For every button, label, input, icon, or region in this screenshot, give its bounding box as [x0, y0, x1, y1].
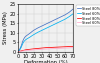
Steel 60%  direct.: [0,1]: (30, 1.25): [0,1]: (30, 1.25): [41, 49, 42, 50]
Line: Steel 60%  direct.: [0,1]: Steel 60% direct.: [0,1]: [18, 48, 73, 52]
Steel 60%  direct.: [0,1]: (4, 0.2): [0,1]: (4, 0.2): [20, 51, 22, 52]
Steel 80%  direct.: [1,1]: (70, 22.5): [1,1]: (70, 22.5): [72, 9, 74, 10]
Steel 80%  direct.: [1,1]: (0, 0): [1,1]: (0, 0): [17, 51, 19, 52]
Steel 60%  direct.: [0,1]: (40, 1.5): [0,1]: (40, 1.5): [49, 48, 50, 49]
Steel 60%  direct.: [1,1]: (25, 10.2): [1,1]: (25, 10.2): [37, 32, 38, 33]
Steel 60%  direct.: [0,1]: (45, 1.6): [0,1]: (45, 1.6): [53, 48, 54, 49]
Steel 80%  direct.: [0,1]: (5, 0.5): [0,1]: (5, 0.5): [21, 50, 22, 51]
Steel 60%  direct.: [1,1]: (20, 9): [1,1]: (20, 9): [33, 34, 34, 35]
Steel 80%  direct.: [1,1]: (45, 16.5): [1,1]: (45, 16.5): [53, 20, 54, 21]
Steel 80%  direct.: [1,1]: (1, 0.5): [1,1]: (1, 0.5): [18, 50, 19, 51]
Steel 60%  direct.: [1,1]: (14, 7.4): [1,1]: (14, 7.4): [28, 37, 30, 38]
Steel 80%  direct.: [1,1]: (18, 10.7): [1,1]: (18, 10.7): [32, 31, 33, 32]
Steel 60%  direct.: [1,1]: (3, 1.5): [1,1]: (3, 1.5): [20, 48, 21, 49]
Steel 60%  direct.: [0,1]: (2, 0.1): [0,1]: (2, 0.1): [19, 51, 20, 52]
Steel 60%  direct.: [1,1]: (45, 14.2): [1,1]: (45, 14.2): [53, 24, 54, 25]
Steel 60%  direct.: [0,1]: (12, 0.65): [0,1]: (12, 0.65): [27, 50, 28, 51]
Steel 60%  direct.: [1,1]: (6, 4.2): [1,1]: (6, 4.2): [22, 43, 23, 44]
Steel 60%  direct.: [0,1]: (55, 1.8): [0,1]: (55, 1.8): [61, 48, 62, 49]
Steel 60%  direct.: [1,1]: (65, 18.5): [1,1]: (65, 18.5): [68, 16, 70, 17]
Steel 60%  direct.: [0,1]: (50, 1.7): [0,1]: (50, 1.7): [57, 48, 58, 49]
Steel 80%  direct.: [0,1]: (7, 0.7): [0,1]: (7, 0.7): [23, 50, 24, 51]
Steel 60%  direct.: [0,1]: (0, 0): [0,1]: (0, 0): [17, 51, 19, 52]
Steel 80%  direct.: [0,1]: (65, 2.7): [0,1]: (65, 2.7): [68, 46, 70, 47]
Steel 80%  direct.: [0,1]: (2, 0.2): [0,1]: (2, 0.2): [19, 51, 20, 52]
Steel 60%  direct.: [0,1]: (25, 1.1): [0,1]: (25, 1.1): [37, 49, 38, 50]
Steel 80%  direct.: [1,1]: (5, 4.2): [1,1]: (5, 4.2): [21, 43, 22, 44]
Steel 60%  direct.: [1,1]: (12, 6.9): [1,1]: (12, 6.9): [27, 38, 28, 39]
Steel 80%  direct.: [1,1]: (2, 1.2): [1,1]: (2, 1.2): [19, 49, 20, 50]
Steel 60%  direct.: [0,1]: (14, 0.72): [0,1]: (14, 0.72): [28, 50, 30, 51]
Steel 60%  direct.: [1,1]: (4, 2.2): [1,1]: (4, 2.2): [20, 47, 22, 48]
Steel 80%  direct.: [1,1]: (35, 14.5): [1,1]: (35, 14.5): [45, 24, 46, 25]
Steel 80%  direct.: [1,1]: (6, 5.5): [1,1]: (6, 5.5): [22, 41, 23, 42]
Steel 60%  direct.: [0,1]: (8, 0.48): [0,1]: (8, 0.48): [24, 50, 25, 51]
Steel 60%  direct.: [1,1]: (5, 3.2): [1,1]: (5, 3.2): [21, 45, 22, 46]
Steel 60%  direct.: [0,1]: (70, 2.1): [0,1]: (70, 2.1): [72, 47, 74, 48]
Steel 80%  direct.: [1,1]: (50, 17.5): [1,1]: (50, 17.5): [57, 18, 58, 19]
Steel 80%  direct.: [0,1]: (14, 1.2): [0,1]: (14, 1.2): [28, 49, 30, 50]
Steel 80%  direct.: [0,1]: (16, 1.3): [0,1]: (16, 1.3): [30, 49, 31, 50]
Steel 60%  direct.: [1,1]: (30, 11.2): [1,1]: (30, 11.2): [41, 30, 42, 31]
Steel 60%  direct.: [1,1]: (10, 6.4): [1,1]: (10, 6.4): [25, 39, 26, 40]
Steel 80%  direct.: [0,1]: (12, 1.1): [0,1]: (12, 1.1): [27, 49, 28, 50]
Steel 80%  direct.: [1,1]: (60, 19.5): [1,1]: (60, 19.5): [64, 14, 66, 15]
Steel 80%  direct.: [0,1]: (60, 2.6): [0,1]: (60, 2.6): [64, 46, 66, 47]
Steel 80%  direct.: [1,1]: (16, 10): [1,1]: (16, 10): [30, 32, 31, 33]
Steel 60%  direct.: [0,1]: (16, 0.79): [0,1]: (16, 0.79): [30, 50, 31, 51]
Steel 80%  direct.: [0,1]: (25, 1.7): [0,1]: (25, 1.7): [37, 48, 38, 49]
Steel 80%  direct.: [0,1]: (70, 2.8): [0,1]: (70, 2.8): [72, 46, 74, 47]
Steel 80%  direct.: [1,1]: (65, 20.8): [1,1]: (65, 20.8): [68, 12, 70, 13]
Steel 60%  direct.: [1,1]: (2, 0.8): [1,1]: (2, 0.8): [19, 50, 20, 51]
Steel 60%  direct.: [1,1]: (9, 6): [1,1]: (9, 6): [24, 40, 26, 41]
Steel 60%  direct.: [0,1]: (1, 0.05): [0,1]: (1, 0.05): [18, 51, 19, 52]
Steel 80%  direct.: [0,1]: (45, 2.3): [0,1]: (45, 2.3): [53, 47, 54, 48]
Steel 60%  direct.: [0,1]: (3, 0.15): [0,1]: (3, 0.15): [20, 51, 21, 52]
Steel 80%  direct.: [0,1]: (6, 0.6): [0,1]: (6, 0.6): [22, 50, 23, 51]
Steel 80%  direct.: [0,1]: (50, 2.4): [0,1]: (50, 2.4): [57, 47, 58, 48]
Steel 60%  direct.: [1,1]: (70, 20): [1,1]: (70, 20): [72, 13, 74, 14]
Steel 80%  direct.: [1,1]: (30, 13.5): [1,1]: (30, 13.5): [41, 26, 42, 27]
Steel 60%  direct.: [1,1]: (7, 5): [1,1]: (7, 5): [23, 42, 24, 43]
Steel 60%  direct.: [1,1]: (16, 7.9): [1,1]: (16, 7.9): [30, 36, 31, 37]
Steel 80%  direct.: [0,1]: (20, 1.5): [0,1]: (20, 1.5): [33, 48, 34, 49]
Steel 80%  direct.: [0,1]: (40, 2.2): [0,1]: (40, 2.2): [49, 47, 50, 48]
Steel 60%  direct.: [0,1]: (7, 0.42): [0,1]: (7, 0.42): [23, 50, 24, 51]
Steel 60%  direct.: [1,1]: (18, 8.5): [1,1]: (18, 8.5): [32, 35, 33, 36]
Steel 60%  direct.: [1,1]: (40, 13.2): [1,1]: (40, 13.2): [49, 26, 50, 27]
Line: Steel 80%  direct.: [0,1]: Steel 80% direct.: [0,1]: [18, 46, 73, 52]
Line: Steel 60%  direct.: [1,1]: Steel 60% direct.: [1,1]: [18, 14, 73, 52]
Steel 60%  direct.: [0,1]: (5, 0.28): [0,1]: (5, 0.28): [21, 51, 22, 52]
Y-axis label: Stress (MPa): Stress (MPa): [3, 12, 8, 44]
Line: Steel 80%  direct.: [1,1]: Steel 80% direct.: [1,1]: [18, 9, 73, 52]
Steel 80%  direct.: [1,1]: (55, 18.5): [1,1]: (55, 18.5): [61, 16, 62, 17]
Steel 80%  direct.: [0,1]: (1, 0.1): [0,1]: (1, 0.1): [18, 51, 19, 52]
Steel 80%  direct.: [1,1]: (10, 8.2): [1,1]: (10, 8.2): [25, 36, 26, 37]
Steel 80%  direct.: [0,1]: (10, 1): [0,1]: (10, 1): [25, 49, 26, 50]
Steel 60%  direct.: [1,1]: (35, 12.2): [1,1]: (35, 12.2): [45, 28, 46, 29]
Steel 80%  direct.: [1,1]: (7, 6.5): [1,1]: (7, 6.5): [23, 39, 24, 40]
Steel 80%  direct.: [0,1]: (35, 2.1): [0,1]: (35, 2.1): [45, 47, 46, 48]
Steel 60%  direct.: [0,1]: (9, 0.53): [0,1]: (9, 0.53): [24, 50, 26, 51]
Steel 60%  direct.: [1,1]: (60, 17.2): [1,1]: (60, 17.2): [64, 19, 66, 20]
Legend: Steel 80%  direct.: [1,1], Steel 60%  direct.: [1,1], Steel 80%  direct.: [0,1],: Steel 80% direct.: [1,1], Steel 60% dire…: [76, 5, 100, 26]
Steel 60%  direct.: [1,1]: (0, 0): [1,1]: (0, 0): [17, 51, 19, 52]
Steel 80%  direct.: [0,1]: (8, 0.8): [0,1]: (8, 0.8): [24, 50, 25, 51]
X-axis label: Deformation (%): Deformation (%): [24, 60, 67, 63]
Steel 60%  direct.: [0,1]: (10, 0.58): [0,1]: (10, 0.58): [25, 50, 26, 51]
Steel 80%  direct.: [1,1]: (20, 11.3): [1,1]: (20, 11.3): [33, 30, 34, 31]
Steel 80%  direct.: [1,1]: (40, 15.5): [1,1]: (40, 15.5): [49, 22, 50, 23]
Steel 80%  direct.: [0,1]: (0, 0): [0,1]: (0, 0): [17, 51, 19, 52]
